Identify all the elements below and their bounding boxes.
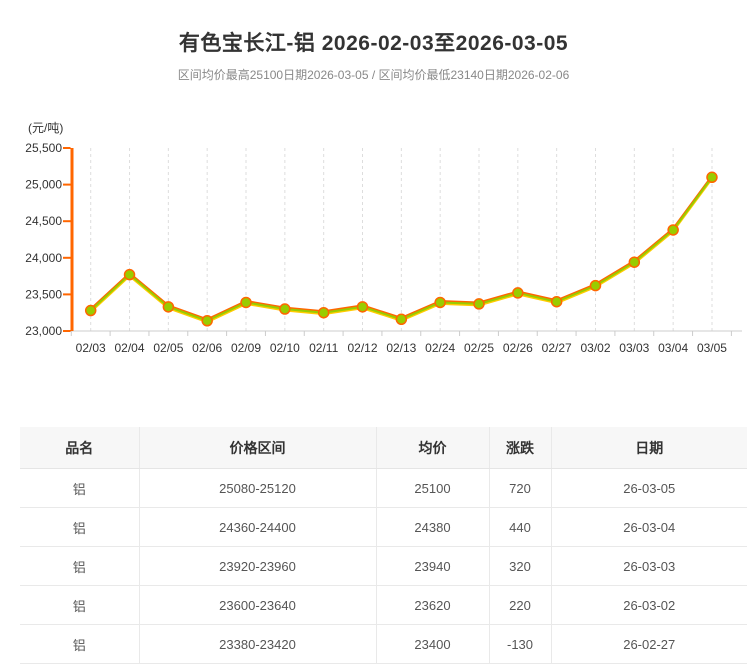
x-tick-label: 02/26 bbox=[503, 341, 533, 355]
table-cell: 440 bbox=[488, 507, 551, 547]
data-point-avg bbox=[589, 279, 602, 292]
page-title: 有色宝长江-铝 2026-02-03至2026-03-05 bbox=[178, 32, 569, 55]
table-cell: 25080-25120 bbox=[138, 468, 376, 508]
data-point-avg bbox=[84, 304, 97, 317]
table-cell: 23380-23420 bbox=[138, 624, 376, 664]
data-point-avg bbox=[162, 301, 175, 313]
price-table: 品名 价格区间 均价 涨跌 日期 铝 25080-25120 25100 720 26-… bbox=[20, 427, 747, 664]
table-row: 铝 23600-23640 23620 220 26-03-02 bbox=[20, 585, 747, 625]
table-cell: 26-03-05 bbox=[550, 468, 747, 508]
data-point-avg bbox=[550, 295, 563, 308]
data-point-avg bbox=[240, 296, 252, 309]
x-tick-label: 02/11 bbox=[309, 341, 338, 355]
x-tick-label: 03/03 bbox=[619, 341, 649, 355]
x-tick-label: 02/13 bbox=[386, 341, 416, 355]
data-point-avg bbox=[434, 296, 446, 309]
table-cell: 铝 bbox=[20, 546, 139, 586]
y-tick-label: 25,000 bbox=[25, 178, 62, 192]
price-table-header: 品名 价格区间 均价 涨跌 日期 bbox=[20, 427, 747, 469]
data-point-avg bbox=[512, 287, 524, 299]
table-cell: 23620 bbox=[375, 585, 489, 625]
x-tick-label: 03/05 bbox=[697, 341, 727, 355]
table-cell: 320 bbox=[488, 546, 551, 586]
x-tick-label: 02/09 bbox=[231, 341, 261, 355]
data-point-avg bbox=[279, 303, 291, 315]
x-tick-label: 02/12 bbox=[347, 341, 377, 355]
x-tick-label: 02/10 bbox=[270, 341, 300, 355]
table-cell: 24380 bbox=[375, 507, 489, 547]
y-tick-label: 24,500 bbox=[25, 214, 62, 228]
x-tick-label: 02/05 bbox=[153, 341, 183, 355]
table-cell: 26-03-02 bbox=[550, 585, 747, 625]
price-table-body: 铝 25080-25120 25100 720 26-03-05 铝 24360-24400… bbox=[20, 468, 747, 664]
table-cell: 720 bbox=[488, 468, 551, 508]
table-cell: 26-03-04 bbox=[550, 507, 747, 547]
table-cell: 25100 bbox=[375, 468, 489, 508]
table-cell: 23940 bbox=[375, 546, 489, 586]
table-cell: 铝 bbox=[20, 507, 139, 547]
price-chart-canvas: 23,000 23,500 24,000 24,500 25,000 25,500 (元/吨… bbox=[25, 121, 742, 355]
table-cell: 铝 bbox=[20, 585, 139, 625]
table-row: 铝 23380-23420 23400 -130 26-02-27 bbox=[20, 624, 747, 664]
y-tick-label: 25,500 bbox=[25, 141, 62, 155]
x-tick-label: 02/24 bbox=[425, 341, 455, 355]
x-tick-label: 02/04 bbox=[115, 341, 145, 355]
table-cell: 23920-23960 bbox=[138, 546, 376, 586]
data-point-avg bbox=[123, 268, 136, 281]
y-tick-label: 23,000 bbox=[25, 324, 62, 338]
table-cell: 26-02-27 bbox=[550, 624, 747, 664]
table-row: 铝 23920-23960 23940 320 26-03-03 bbox=[20, 546, 747, 586]
y-tick-label: 23,500 bbox=[25, 287, 62, 301]
data-point-avg bbox=[667, 224, 679, 236]
data-point-avg bbox=[317, 306, 330, 319]
table-cell: 26-03-03 bbox=[550, 546, 747, 586]
x-tick-label: 03/02 bbox=[580, 341, 610, 355]
col-header-date: 日期 bbox=[550, 427, 747, 469]
x-tick-label: 02/03 bbox=[76, 341, 106, 355]
col-header-price-range: 价格区间 bbox=[138, 427, 376, 469]
x-tick-label: 03/04 bbox=[658, 341, 688, 355]
data-point-avg bbox=[356, 301, 369, 313]
col-header-change: 涨跌 bbox=[488, 427, 551, 469]
x-tick-label: 02/06 bbox=[192, 341, 222, 355]
table-cell: 23600-23640 bbox=[138, 585, 376, 625]
table-cell: 220 bbox=[488, 585, 551, 625]
price-chart: 23,000 23,500 24,000 24,500 25,000 25,500 (元/吨… bbox=[0, 105, 747, 526]
table-cell: 23400 bbox=[375, 624, 489, 664]
y-tick-label: 24,000 bbox=[25, 251, 62, 265]
table-row: 铝 25080-25120 25100 720 26-03-05 bbox=[20, 468, 747, 508]
table-cell: 铝 bbox=[20, 624, 139, 664]
table-cell: 铝 bbox=[20, 468, 139, 508]
data-point-avg bbox=[628, 256, 641, 268]
x-tick-label: 02/25 bbox=[464, 341, 494, 355]
table-row: 铝 24360-24400 24380 440 26-03-04 bbox=[20, 507, 747, 547]
col-header-avg-price: 均价 bbox=[375, 427, 489, 469]
page-subtitle: 区间均价最高25100日期2026-03-05 / 区间均价最低23140日期2… bbox=[177, 68, 570, 82]
data-point-avg bbox=[395, 313, 408, 326]
data-point-avg bbox=[201, 315, 213, 327]
x-tick-label: 02/27 bbox=[542, 341, 572, 355]
col-header-product: 品名 bbox=[20, 427, 139, 469]
y-axis-unit-label: (元/吨) bbox=[28, 121, 63, 135]
data-point-avg bbox=[706, 171, 718, 184]
table-cell: 24360-24400 bbox=[138, 507, 376, 547]
data-point-avg bbox=[473, 298, 485, 310]
table-cell: -130 bbox=[488, 624, 551, 664]
